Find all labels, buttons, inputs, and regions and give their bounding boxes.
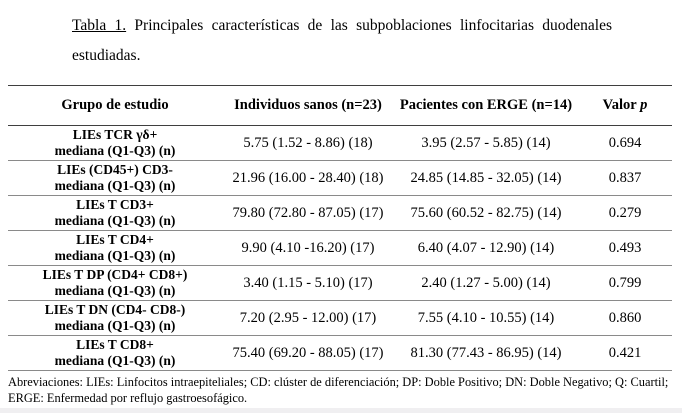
erge-cell: 2.40 (1.27 - 5.00) (14): [394, 265, 578, 301]
table-caption-number: Tabla 1.: [72, 17, 127, 34]
group-cell: LIEs T CD4+ mediana (Q1-Q3) (n): [8, 230, 222, 266]
page-edge-strip: [0, 408, 682, 413]
table-row: LIEs T CD8+ mediana (Q1-Q3) (n) 75.40 (6…: [8, 335, 672, 371]
healthy-cell: 75.40 (69.20 - 88.05) (17): [222, 335, 394, 371]
healthy-cell: 79.80 (72.80 - 87.05) (17): [222, 195, 394, 231]
table-caption: Tabla 1. Principales características de …: [72, 11, 612, 71]
erge-cell: 81.30 (77.43 - 86.95) (14): [394, 335, 578, 371]
p-value-cell: 0.421: [578, 335, 672, 371]
healthy-cell: 21.96 (16.00 - 28.40) (18): [222, 160, 394, 196]
header-healthy: Individuos sanos (n=23): [222, 85, 394, 126]
table-row: LIEs T DN (CD4- CD8-) mediana (Q1-Q3) (n…: [8, 300, 672, 336]
healthy-cell: 3.40 (1.15 - 5.10) (17): [222, 265, 394, 301]
erge-cell: 24.85 (14.85 - 32.05) (14): [394, 160, 578, 196]
p-value-cell: 0.860: [578, 300, 672, 336]
table-row: LIEs TCR γδ+ mediana (Q1-Q3) (n) 5.75 (1…: [8, 125, 672, 161]
p-value-cell: 0.694: [578, 125, 672, 161]
group-cell: LIEs T CD8+ mediana (Q1-Q3) (n): [8, 335, 222, 371]
table-row: LIEs T CD3+ mediana (Q1-Q3) (n) 79.80 (7…: [8, 195, 672, 231]
group-cell: LIEs T DP (CD4+ CD8+) mediana (Q1-Q3) (n…: [8, 265, 222, 301]
table-row: LIEs T DP (CD4+ CD8+) mediana (Q1-Q3) (n…: [8, 265, 672, 301]
table-header-row: Grupo de estudio Individuos sanos (n=23)…: [8, 85, 672, 126]
header-erge: Pacientes con ERGE (n=14): [394, 85, 578, 126]
erge-cell: 7.55 (4.10 - 10.55) (14): [394, 300, 578, 336]
p-value-cell: 0.279: [578, 195, 672, 231]
p-value-cell: 0.837: [578, 160, 672, 196]
table-footnote: Abreviaciones: LIEs: Linfocitos intraepi…: [8, 372, 672, 411]
p-value-cell: 0.493: [578, 230, 672, 266]
erge-cell: 75.60 (60.52 - 82.75) (14): [394, 195, 578, 231]
table-row: LIEs (CD45+) CD3- mediana (Q1-Q3) (n) 21…: [8, 160, 672, 196]
p-value-cell: 0.799: [578, 265, 672, 301]
table-caption-text: Principales características de las subpo…: [72, 17, 612, 64]
healthy-cell: 9.90 (4.10 -16.20) (17): [222, 230, 394, 266]
group-cell: LIEs (CD45+) CD3- mediana (Q1-Q3) (n): [8, 160, 222, 196]
header-group: Grupo de estudio: [8, 85, 222, 126]
healthy-cell: 7.20 (2.95 - 12.00) (17): [222, 300, 394, 336]
header-p-value: Valor p: [578, 85, 672, 126]
results-table: Grupo de estudio Individuos sanos (n=23)…: [8, 85, 672, 371]
erge-cell: 6.40 (4.07 - 12.90) (14): [394, 230, 578, 266]
group-cell: LIEs T CD3+ mediana (Q1-Q3) (n): [8, 195, 222, 231]
healthy-cell: 5.75 (1.52 - 8.86) (18): [222, 125, 394, 161]
group-cell: LIEs T DN (CD4- CD8-) mediana (Q1-Q3) (n…: [8, 300, 222, 336]
erge-cell: 3.95 (2.57 - 5.85) (14): [394, 125, 578, 161]
group-cell: LIEs TCR γδ+ mediana (Q1-Q3) (n): [8, 125, 222, 161]
table-row: LIEs T CD4+ mediana (Q1-Q3) (n) 9.90 (4.…: [8, 230, 672, 266]
